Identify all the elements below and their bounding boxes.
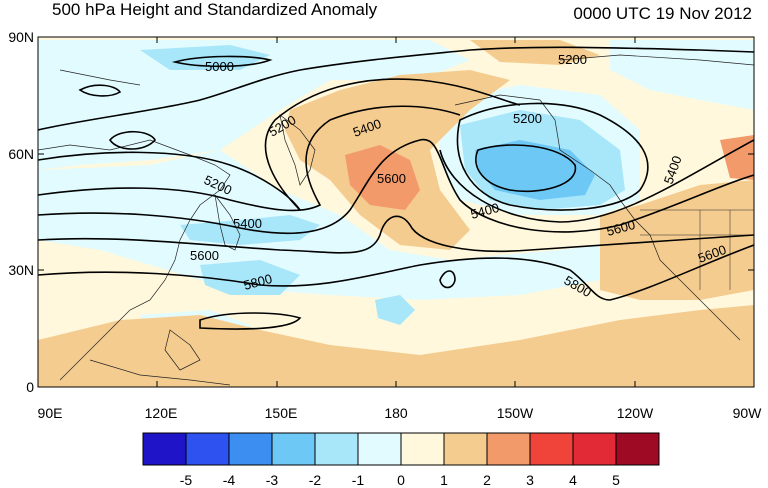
contour-small-low <box>78 84 122 97</box>
contour-5200-north <box>38 46 754 131</box>
lon-tick-label: 90E <box>38 405 63 421</box>
contour-small-low <box>109 130 156 150</box>
indonesia-coast <box>89 359 231 386</box>
colorbar-tick-label: 2 <box>483 472 491 488</box>
contour-5400-b <box>439 139 754 223</box>
contour-5600 <box>38 138 754 235</box>
positive-anomaly-area <box>38 305 754 387</box>
contour-5800 <box>38 244 754 301</box>
contour-5600-b <box>38 215 754 254</box>
colorbar-tick-label: 0 <box>397 472 405 488</box>
lon-tick-label: 180 <box>384 405 408 421</box>
lon-tick-label: 120E <box>145 405 178 421</box>
colorbar-swatch <box>486 432 531 466</box>
contour-label: 5000 <box>205 59 234 74</box>
colorbar-swatch <box>271 432 316 466</box>
contour-small-high <box>439 270 456 289</box>
contour-5200-mid <box>38 78 521 211</box>
colorbar-swatch <box>529 432 574 466</box>
colorbar-tick-label: 4 <box>569 472 577 488</box>
colorbar-tick-label: 5 <box>612 472 620 488</box>
anomaly-shading <box>38 37 754 387</box>
colorbar-swatch <box>142 432 187 466</box>
colorbar-tick-label: -1 <box>352 472 365 488</box>
contour-label: 5200 <box>513 111 542 126</box>
lon-tick-label: 150W <box>497 405 534 421</box>
colorbar-tick-label: -2 <box>309 472 322 488</box>
contour-label: 5200 <box>558 52 587 67</box>
contour-label: 5400 <box>233 216 262 231</box>
lon-axis: 90E 120E 150E 180 150W 120W 90W <box>37 37 763 421</box>
colorbar: -5 -4 -3 -2 -1 0 1 2 3 4 5 <box>142 432 660 488</box>
colorbar-tick-label: -5 <box>180 472 193 488</box>
colorbar-swatch <box>572 432 617 466</box>
kamchatka-coast <box>279 114 316 186</box>
lat-tick-label: 30N <box>8 262 34 278</box>
contour-5200-low <box>456 102 649 211</box>
contour-label: 5800 <box>242 271 274 293</box>
colorbar-tick-label: 3 <box>526 472 534 488</box>
contour-inner-low <box>475 144 577 193</box>
contour-label: 5400 <box>469 200 501 222</box>
lat-axis: 90N 60N 30N 0 <box>8 29 754 395</box>
philippines-coast <box>164 329 201 371</box>
colorbar-swatch <box>615 432 660 466</box>
colorbar-swatch <box>443 432 488 466</box>
strong-positive-anomaly-area <box>720 135 754 180</box>
contour-label: 5600 <box>190 248 219 263</box>
negative-anomaly-area <box>610 40 754 110</box>
contour-label: 5600 <box>377 171 406 186</box>
lat-tick-label: 90N <box>8 29 34 45</box>
neutral-anomaly-area <box>60 280 150 315</box>
chart-title: 500 hPa Height and Standardized Anomaly <box>52 0 378 19</box>
lon-tick-label: 150E <box>265 405 298 421</box>
us-state-borders <box>640 209 754 290</box>
colorbar-swatch <box>185 432 230 466</box>
lat-tick-label: 0 <box>26 379 34 395</box>
lon-tick-label: 120W <box>617 405 654 421</box>
arctic-asia-coast <box>59 69 141 86</box>
contour-label: 5600 <box>605 217 637 239</box>
positive-anomaly-area <box>470 40 600 65</box>
arctic-coast <box>559 54 754 66</box>
colorbar-tick-label: -3 <box>266 472 279 488</box>
lat-tick-label: 60N <box>8 146 34 162</box>
strong-negative-anomaly-area <box>475 140 595 200</box>
height-contours <box>38 46 754 330</box>
colorbar-swatch <box>314 432 359 466</box>
negative-anomaly-area <box>38 40 470 170</box>
contour-small-high <box>199 312 302 330</box>
colorbar-tick-label: -4 <box>223 472 236 488</box>
colorbar-swatch <box>228 432 273 466</box>
chart-datetime: 0000 UTC 19 Nov 2012 <box>573 4 752 23</box>
strong-positive-anomaly-area <box>345 145 420 210</box>
contour-5000 <box>171 55 273 68</box>
negative-anomaly-area <box>375 295 415 325</box>
colorbar-tick-label: 1 <box>440 472 448 488</box>
colorbar-swatch <box>357 432 402 466</box>
lon-tick-label: 90W <box>733 405 763 421</box>
colorbar-swatch <box>400 432 445 466</box>
north-america-coast <box>454 94 741 341</box>
contour-5400-a <box>38 105 461 212</box>
japan-coast <box>214 194 241 251</box>
